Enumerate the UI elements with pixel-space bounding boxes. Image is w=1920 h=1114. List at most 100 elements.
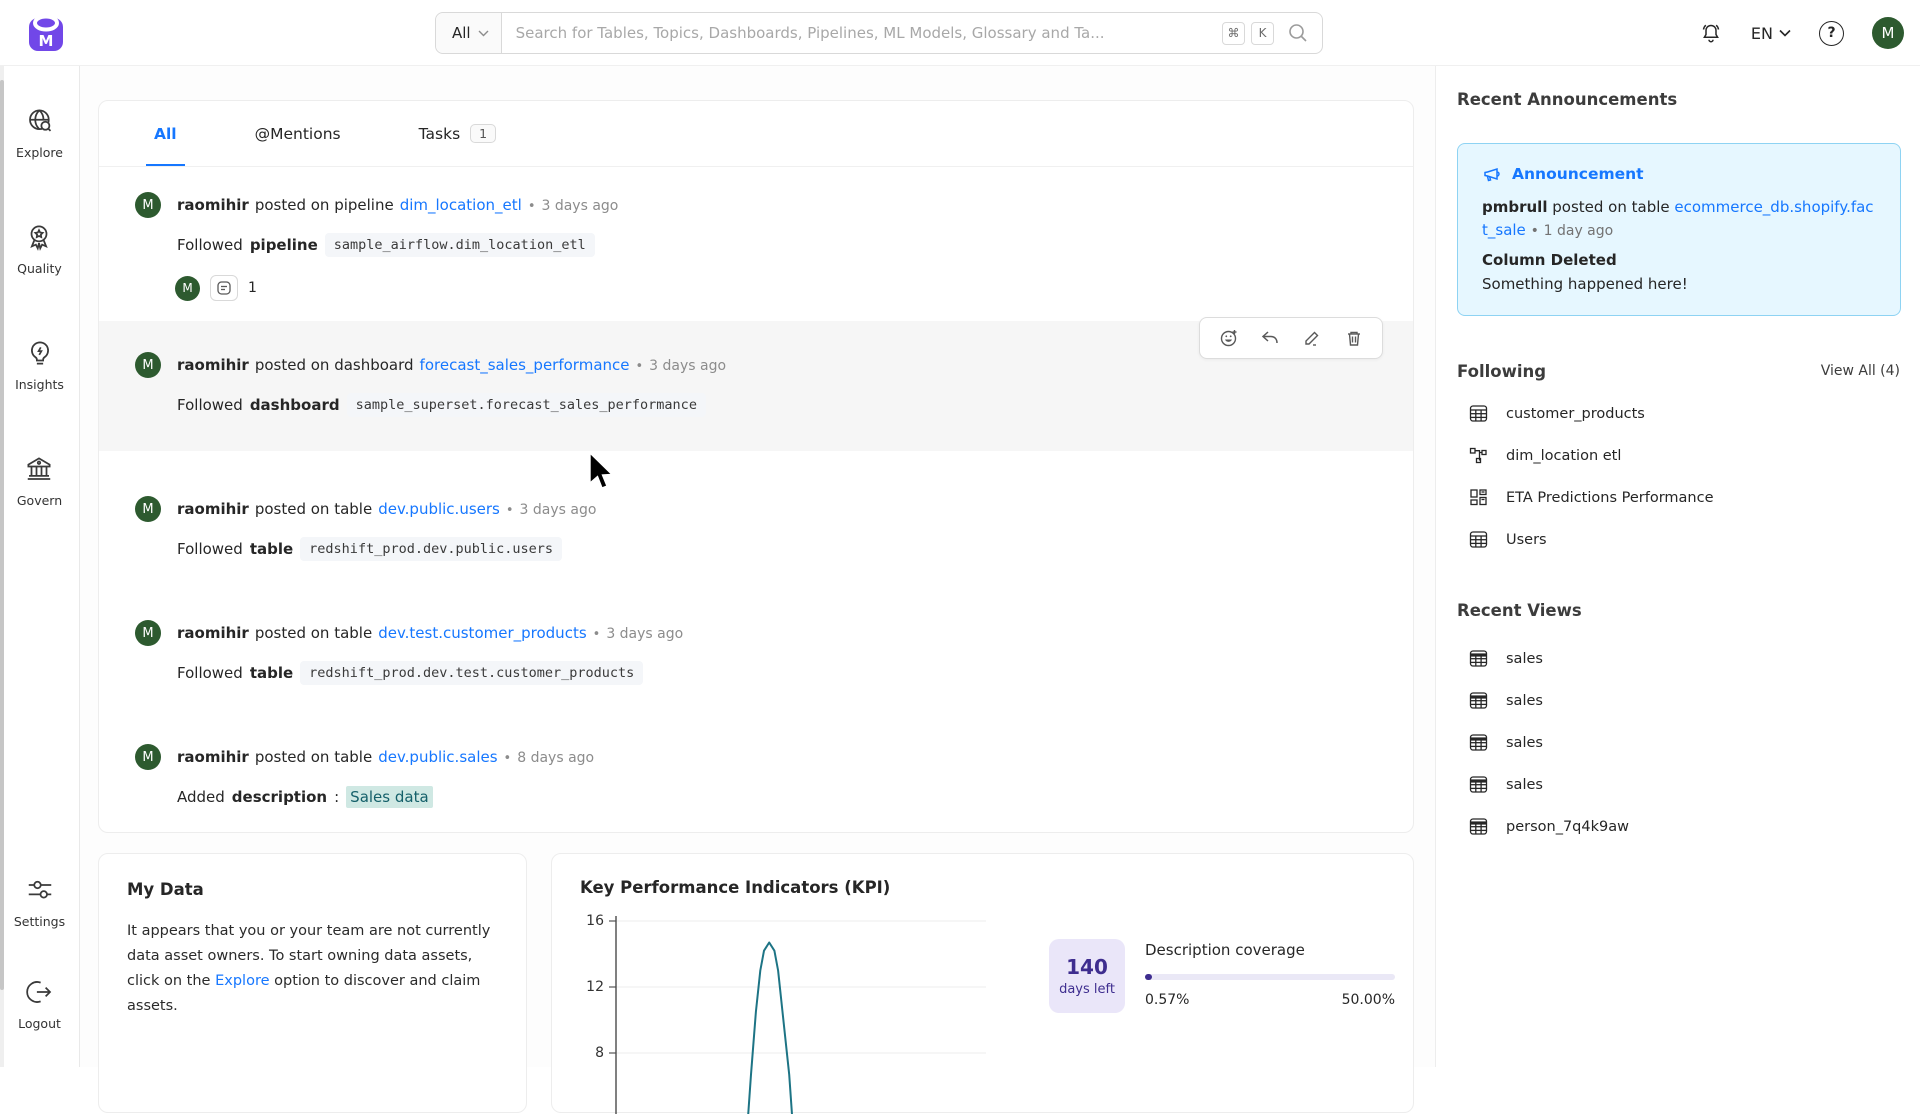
explore-link[interactable]: Explore xyxy=(215,973,269,989)
timestamp: 3 days ago xyxy=(606,626,683,642)
search-input[interactable] xyxy=(502,24,1222,42)
timestamp: 3 days ago xyxy=(520,502,597,518)
sidebar-item-explore[interactable]: Explore xyxy=(16,106,63,160)
my-data-title: My Data xyxy=(127,880,498,899)
notifications-bell-icon[interactable] xyxy=(1699,21,1723,45)
sidebar-top-group: Explore Quality Insights Gove xyxy=(15,106,64,508)
entity-link[interactable]: dev.public.sales xyxy=(378,748,497,766)
feed-entry-body: Followed dashboard sample_superset.forec… xyxy=(177,391,1377,419)
avatar: M xyxy=(135,496,161,522)
sidebar-item-settings[interactable]: Settings xyxy=(14,875,65,929)
my-data-text: It appears that you or your team are not… xyxy=(127,919,498,1019)
added-description-highlight: Sales data xyxy=(346,786,432,808)
settings-sliders-icon xyxy=(25,875,55,905)
following-view-all-link[interactable]: View All (4) xyxy=(1821,363,1900,379)
entity-link[interactable]: dev.test.customer_products xyxy=(378,624,586,642)
list-item[interactable]: sales xyxy=(1457,764,1900,806)
table-icon xyxy=(1469,530,1488,549)
list-item[interactable]: sales xyxy=(1457,680,1900,722)
table-icon xyxy=(1469,733,1488,752)
feed-entry-title: raomihir posted on table dev.test.custom… xyxy=(177,624,683,642)
feed-entry: M raomihir posted on pipeline dim_locati… xyxy=(99,191,1413,301)
feed-entry-title: raomihir posted on table dev.public.sale… xyxy=(177,748,594,766)
chevron-down-icon xyxy=(478,30,489,37)
list-item[interactable]: person_7q4k9aw xyxy=(1457,806,1900,848)
feed-hover-toolbar xyxy=(1199,317,1383,359)
feed-entry-reactions: M 1 xyxy=(175,275,1377,301)
feed-entry: M raomihir posted on table dev.public.sa… xyxy=(99,743,1413,811)
sidebar-item-insights[interactable]: Insights xyxy=(15,338,64,392)
tab-mentions[interactable]: @Mentions xyxy=(247,101,349,166)
feed-entry: M raomihir posted on table dev.test.cust… xyxy=(99,619,1413,687)
explore-globe-search-icon xyxy=(25,106,55,136)
activity-feed-card: All @Mentions Tasks 1 M raomihir posted … xyxy=(98,100,1414,833)
feed-entry-body: Added description: Sales data xyxy=(177,783,1377,811)
coverage-current: 0.57% xyxy=(1145,992,1189,1008)
feed-entry-body: Followed pipeline sample_airflow.dim_loc… xyxy=(177,231,1377,259)
search-scope-dropdown[interactable]: All xyxy=(436,13,502,53)
coverage-progress-fill xyxy=(1145,974,1152,980)
table-icon xyxy=(1469,775,1488,794)
kpi-series-line xyxy=(742,943,798,1114)
list-item[interactable]: ETA Predictions Performance xyxy=(1457,477,1900,519)
timestamp: 8 days ago xyxy=(517,750,594,766)
avatar: M xyxy=(175,276,200,301)
delete-icon[interactable] xyxy=(1344,328,1364,348)
announcement-label: Announcement xyxy=(1482,164,1876,184)
k-key-badge: K xyxy=(1251,22,1274,45)
comment-icon[interactable] xyxy=(210,275,238,301)
fqn-chip: sample_airflow.dim_location_etl xyxy=(325,233,595,257)
list-item[interactable]: sales xyxy=(1457,638,1900,680)
edit-icon[interactable] xyxy=(1302,328,1322,348)
chevron-down-icon xyxy=(1779,29,1791,37)
tab-tasks[interactable]: Tasks 1 xyxy=(411,101,504,166)
feed-tabs: All @Mentions Tasks 1 xyxy=(99,101,1413,167)
language-selector[interactable]: EN xyxy=(1751,24,1791,43)
tab-all[interactable]: All xyxy=(146,101,185,166)
avatar: M xyxy=(135,744,161,770)
feed-entry-title: raomihir posted on pipeline dim_location… xyxy=(177,196,618,214)
kpi-title: Key Performance Indicators (KPI) xyxy=(580,878,1385,897)
left-sidebar: Explore Quality Insights Gove xyxy=(0,66,80,1067)
main-content: All @Mentions Tasks 1 M raomihir posted … xyxy=(80,66,1435,1067)
sidebar-item-logout[interactable]: Logout xyxy=(18,977,61,1031)
list-item[interactable]: customer_products xyxy=(1457,393,1900,435)
entity-link[interactable]: dev.public.users xyxy=(378,500,500,518)
description-coverage: Description coverage 0.57% 50.00% xyxy=(1145,939,1395,1013)
announcement-card[interactable]: Announcement pmbrull posted on table eco… xyxy=(1457,143,1901,316)
user-avatar[interactable]: M xyxy=(1872,17,1904,49)
entity-link[interactable]: forecast_sales_performance xyxy=(420,356,630,374)
recent-views-list: sales sales sales sales person_7q4k9aw xyxy=(1457,638,1900,848)
search-icon[interactable] xyxy=(1288,23,1308,43)
fqn-chip: redshift_prod.dev.public.users xyxy=(300,537,562,561)
days-left-badge: 140 days left xyxy=(1049,939,1125,1013)
help-icon[interactable]: ? xyxy=(1819,21,1844,46)
timestamp: 1 day ago xyxy=(1544,223,1614,239)
top-bar: M All ⌘ K EN ? M xyxy=(0,0,1920,66)
tasks-count-badge: 1 xyxy=(470,124,496,143)
openmetadata-logo[interactable]: M xyxy=(26,12,66,54)
sidebar-item-govern[interactable]: Govern xyxy=(17,454,62,508)
logout-icon xyxy=(25,977,55,1007)
list-item[interactable]: dim_location etl xyxy=(1457,435,1900,477)
insights-bulb-icon xyxy=(25,338,55,368)
entity-link[interactable]: dim_location_etl xyxy=(400,196,522,214)
govern-bank-icon xyxy=(24,454,54,484)
list-item[interactable]: Users xyxy=(1457,519,1900,561)
megaphone-icon xyxy=(1482,164,1502,184)
reply-icon[interactable] xyxy=(1260,328,1280,348)
page-scrollbar-thumb[interactable] xyxy=(0,80,4,990)
add-reaction-icon[interactable] xyxy=(1218,328,1238,348)
timestamp: 3 days ago xyxy=(649,358,726,374)
avatar: M xyxy=(135,620,161,646)
global-search-bar: All ⌘ K xyxy=(435,12,1323,54)
kpi-chart: 16 12 8 xyxy=(552,904,1032,1114)
list-item[interactable]: sales xyxy=(1457,722,1900,764)
sidebar-item-quality[interactable]: Quality xyxy=(17,222,62,276)
table-icon xyxy=(1469,404,1488,423)
feed-entry-title: raomihir posted on dashboard forecast_sa… xyxy=(177,356,726,374)
announcement-text: pmbrull posted on table ecommerce_db.sho… xyxy=(1482,196,1876,243)
language-label: EN xyxy=(1751,24,1773,43)
following-list: customer_products dim_location etl ETA P… xyxy=(1457,393,1900,561)
quality-medal-icon xyxy=(24,222,54,252)
